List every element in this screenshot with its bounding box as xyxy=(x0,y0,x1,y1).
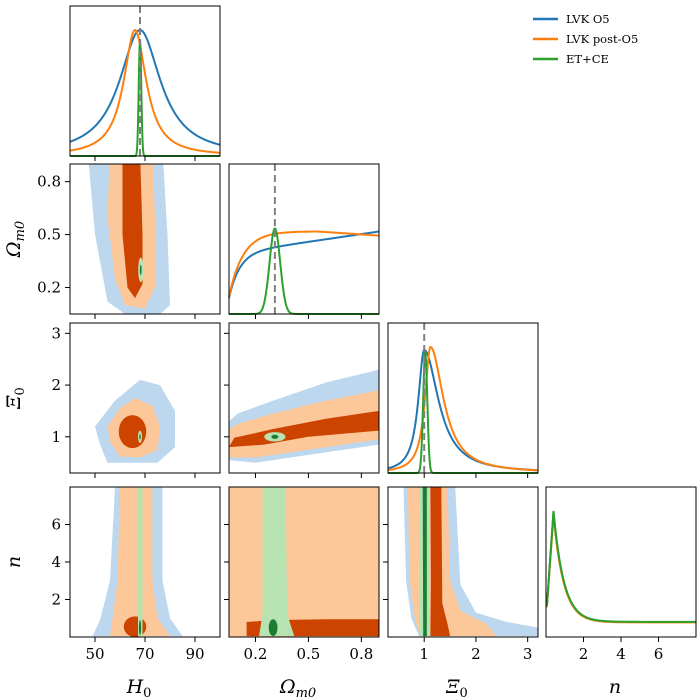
x-axis-label-n: n xyxy=(609,676,621,698)
marginal-h0-et-ce xyxy=(70,38,220,157)
x-tick-label-om: 0.8 xyxy=(349,645,373,663)
contour-panel-om-xi xyxy=(229,369,379,463)
y-tick-label-xi: 2 xyxy=(51,376,61,394)
y-tick-label-n: 2 xyxy=(51,591,61,609)
y-tick-label-n: 4 xyxy=(51,553,61,571)
contour-panel-om-n xyxy=(229,487,379,637)
contour-layer xyxy=(88,164,538,637)
x-tick-label-n: 4 xyxy=(616,645,626,663)
x-tick-label-om: 0.2 xyxy=(244,645,268,663)
contour-h0-xi-et-ce-inner xyxy=(139,434,141,440)
marginal-xi-lvk-post-o5 xyxy=(387,345,539,472)
marginal-xi-lvk-o5 xyxy=(387,348,538,472)
marginal-h0-lvk-o5 xyxy=(69,28,221,146)
contour-panel-h0-om xyxy=(88,164,170,314)
x-tick-label-xi: 2 xyxy=(471,645,481,663)
x-tick-label-n: 2 xyxy=(579,645,589,663)
panel-n-n xyxy=(545,486,697,638)
x-tick-label-om: 0.5 xyxy=(296,645,320,663)
panel-h0-h0 xyxy=(69,5,221,157)
contour-h0-n-et-ce-outer xyxy=(138,487,143,637)
x-tick-label-h0: 50 xyxy=(85,645,104,663)
contour-panel-h0-xi xyxy=(95,379,175,463)
y-axis-label-xi: Ξ0 xyxy=(3,387,28,410)
contour-panel-xi-n xyxy=(403,487,538,637)
contour-h0-n-lvk-post-o5-inner xyxy=(123,616,147,637)
legend-label-lvk-o5: LVK O5 xyxy=(566,12,610,26)
legend-label-lvk-post-o5: LVK post-O5 xyxy=(566,32,638,46)
y-axis-label-om: Ωm0 xyxy=(3,221,28,258)
contour-panel-h0-n xyxy=(92,487,183,637)
y-tick-label-om: 0.5 xyxy=(37,226,61,244)
y-tick-label-om: 0.8 xyxy=(37,173,61,191)
x-tick-label-h0: 70 xyxy=(135,645,154,663)
contour-xi-n-lvk-post-o5-inner xyxy=(430,487,451,637)
x-tick-label-xi: 1 xyxy=(419,645,429,663)
marginal-n-lvk-post-o5 xyxy=(545,515,696,624)
x-axis-label-xi: Ξ0 xyxy=(445,676,468,700)
y-tick-label-om: 0.2 xyxy=(37,279,61,297)
contour-h0-n-et-ce-inner xyxy=(138,620,142,636)
x-tick-label-n: 6 xyxy=(654,645,664,663)
contour-om-xi-et-ce-inner xyxy=(271,434,279,439)
marginal-om-lvk-o5 xyxy=(228,230,380,299)
x-tick-label-xi: 3 xyxy=(523,645,533,663)
contour-h0-xi-lvk-post-o5-inner xyxy=(118,415,147,449)
x-tick-label-h0: 90 xyxy=(185,645,204,663)
contour-h0-om-et-ce-inner xyxy=(139,264,142,276)
panel-om-om xyxy=(228,163,380,315)
y-tick-label-xi: 3 xyxy=(51,324,61,342)
contour-xi-n-lvk-post-o5-outer xyxy=(407,487,497,637)
y-tick-label-n: 6 xyxy=(51,516,61,534)
y-axis-label-n: n xyxy=(3,556,25,568)
legend: LVK O5 LVK post-O5 ET+CE xyxy=(533,12,638,66)
marginal-om-lvk-post-o5 xyxy=(228,230,379,297)
panel-om-xi xyxy=(228,322,380,474)
contour-om-n-lvk-post-o5-outer xyxy=(229,487,379,637)
marginal-xi-et-ce xyxy=(388,351,538,474)
marginal-om-et-ce xyxy=(229,227,379,315)
contour-h0-om-lvk-post-o5-inner xyxy=(122,164,143,299)
panel-xi-xi xyxy=(387,322,539,474)
marginal-h0-lvk-post-o5 xyxy=(69,28,221,154)
x-axis-label-h0: H0 xyxy=(126,676,152,700)
marginal-n-et-ce xyxy=(545,510,696,623)
contour-xi-n-et-ce-inner xyxy=(422,487,427,637)
y-tick-label-xi: 1 xyxy=(51,428,61,446)
legend-label-et-ce: ET+CE xyxy=(566,52,609,66)
contour-om-n-et-ce-inner xyxy=(268,619,278,637)
contour-om-n-et-ce-outer xyxy=(259,487,295,637)
x-axis-label-om: Ωm0 xyxy=(279,676,316,700)
marginal-n-lvk-o5 xyxy=(545,512,696,624)
